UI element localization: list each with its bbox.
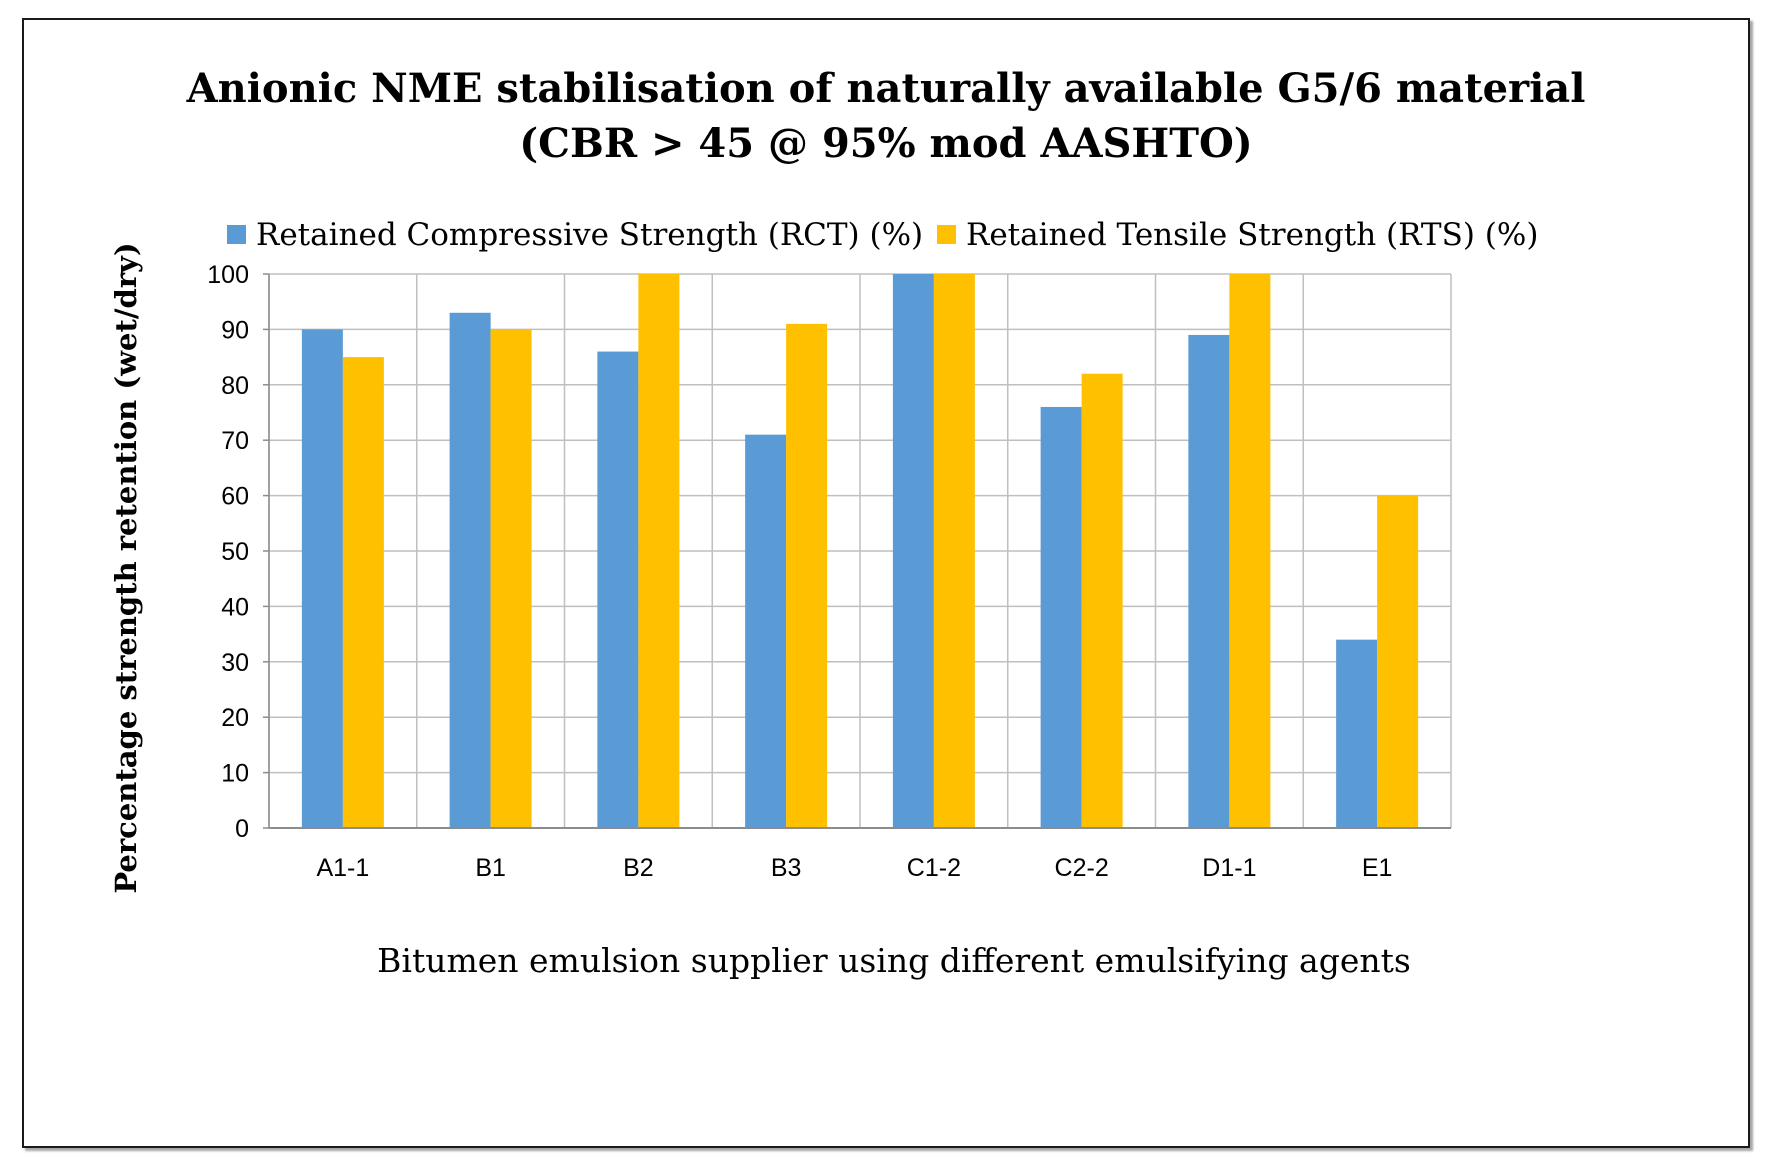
y-tick-label: 100 [207, 261, 249, 289]
axes [263, 273, 1451, 829]
y-tick-label: 0 [235, 815, 249, 843]
bar-rts-b1 [490, 329, 532, 828]
x-tick-label: B1 [475, 854, 506, 882]
bar-rct-b1 [449, 312, 491, 828]
y-tick-label: 30 [221, 649, 249, 677]
bar-chart: Anionic NME stabilisation of naturally a… [109, 65, 1586, 980]
bar-rts-d1-1 [1229, 274, 1271, 828]
y-tick-label: 20 [221, 704, 249, 732]
bar-rct-c1-2 [892, 274, 934, 828]
x-tick-label: E1 [1362, 854, 1393, 882]
x-tick-label: B3 [771, 854, 802, 882]
legend-swatch-rct [227, 225, 246, 244]
bar-rts-c1-2 [933, 274, 975, 828]
y-tick-label: 90 [221, 316, 249, 344]
y-tick-labels: 0 10 20 30 40 50 60 70 80 90 100 [207, 261, 249, 843]
bar-rct-d1-1 [1188, 334, 1230, 828]
bar-rts-c2-2 [1081, 373, 1123, 828]
y-tick-label: 70 [221, 427, 249, 455]
bar-rct-c2-2 [1040, 406, 1082, 828]
bar-rts-e1 [1377, 495, 1419, 828]
bar-rct-b2 [597, 351, 639, 828]
bar-rct-e1 [1336, 639, 1378, 828]
x-tick-label: D1-1 [1202, 854, 1256, 882]
y-tick-label: 40 [221, 593, 249, 621]
x-tick-labels: A1-1 B1 B2 B3 C1-2 C2-2 D1-1 E1 [316, 854, 1392, 882]
bar-rts-b3 [786, 323, 828, 828]
x-axis-label: Bitumen emulsion supplier using differen… [377, 941, 1411, 980]
legend: Retained Compressive Strength (RCT) (%) … [227, 217, 1538, 253]
legend-swatch-rts [937, 225, 956, 244]
chart-frame: Anionic NME stabilisation of naturally a… [22, 18, 1750, 1148]
y-tick-label: 60 [221, 483, 249, 511]
x-tick-label: B2 [623, 854, 654, 882]
y-tick-label: 10 [221, 760, 249, 788]
chart-title: Anionic NME stabilisation of naturally a… [186, 65, 1586, 112]
gridlines [268, 273, 1452, 828]
y-tick-label: 80 [221, 372, 249, 400]
bar-rct-b3 [745, 434, 787, 828]
bar-rct-a1-1 [301, 329, 343, 828]
x-tick-label: C1-2 [907, 854, 961, 882]
y-axis-label: Percentage strength retention (wet/dry) [109, 242, 143, 893]
legend-label-rct: Retained Compressive Strength (RCT) (%) [256, 217, 923, 253]
y-tick-label: 50 [221, 538, 249, 566]
x-tick-label: C2-2 [1055, 854, 1109, 882]
chart-subtitle: (CBR > 45 @ 95% mod AASHTO) [519, 120, 1252, 167]
bars [301, 274, 1419, 828]
bar-rts-a1-1 [342, 357, 384, 828]
x-tick-label: A1-1 [316, 854, 369, 882]
legend-label-rts: Retained Tensile Strength (RTS) (%) [966, 217, 1538, 253]
bar-rts-b2 [638, 274, 680, 828]
